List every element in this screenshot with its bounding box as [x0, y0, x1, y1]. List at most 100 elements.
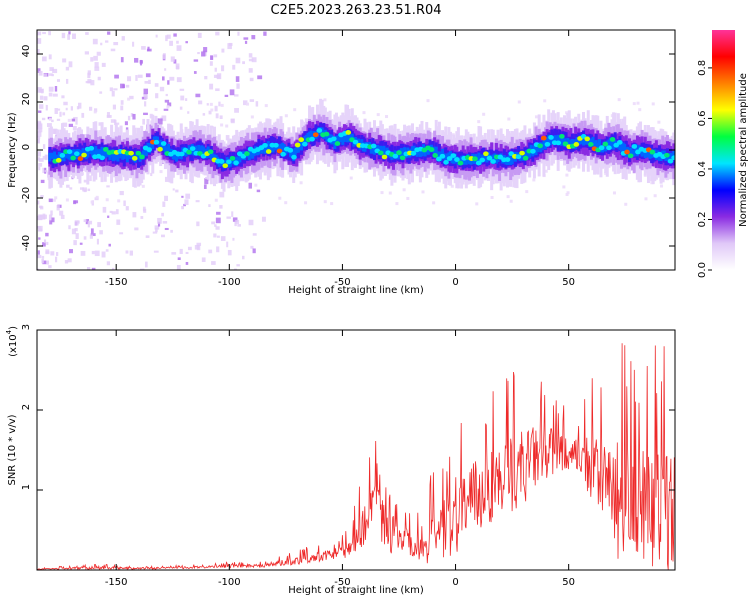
noise-cell	[215, 113, 219, 119]
noise-cell	[72, 125, 77, 131]
noise-cell	[42, 31, 46, 35]
noise-cell	[644, 197, 648, 201]
noise-cell	[132, 212, 137, 218]
noise-cell	[232, 237, 235, 241]
noise-cell	[293, 108, 297, 112]
noise-cell	[54, 86, 58, 92]
ridge-blob	[671, 155, 675, 161]
noise-cell	[132, 113, 136, 120]
noise-cell	[125, 206, 129, 211]
band-cell	[553, 135, 557, 141]
noise-cell	[48, 54, 52, 60]
noise-cell	[85, 219, 90, 225]
band-cell	[658, 153, 662, 161]
ridge-blob	[345, 130, 352, 135]
noise-cell	[83, 179, 89, 183]
noise-cell	[231, 211, 234, 217]
noise-cell	[242, 61, 246, 65]
noise-cell	[116, 219, 121, 225]
band-cell	[551, 137, 555, 144]
ridge-blob	[265, 149, 272, 154]
band-cell	[566, 137, 570, 146]
noise-cell	[155, 34, 158, 38]
ridge-blob	[218, 159, 225, 164]
noise-cell	[56, 79, 61, 82]
band-cell	[434, 146, 438, 156]
ridge-blob	[562, 141, 569, 147]
ridge-blob	[139, 154, 145, 160]
ridge-blob	[432, 153, 438, 158]
noise-cell	[204, 75, 208, 80]
noise-cell	[176, 264, 181, 270]
noise-cell	[624, 202, 628, 206]
ridge-blob	[316, 128, 323, 133]
ridge-blob	[55, 157, 62, 163]
ridge-blob	[588, 141, 594, 147]
band-cell	[629, 147, 633, 158]
noise-cell	[65, 198, 69, 202]
ridge-blob	[555, 140, 562, 146]
ridge-blob	[312, 132, 319, 138]
noise-cell	[216, 246, 220, 253]
ridge-blob	[522, 155, 529, 161]
noise-cell	[482, 112, 486, 116]
band-cell	[289, 149, 293, 157]
ridge-blob	[66, 149, 73, 155]
ridge-blob	[584, 136, 591, 142]
snr-ytick-label: 1	[21, 484, 32, 490]
noise-cell	[208, 204, 211, 208]
ridge-blob	[197, 151, 203, 156]
snr-line	[36, 343, 675, 571]
band-cell	[247, 151, 251, 161]
noise-cell	[44, 170, 48, 173]
noise-cell	[48, 265, 52, 269]
ridge-blob	[233, 160, 239, 166]
noise-cell	[132, 41, 135, 47]
noise-cell	[617, 98, 621, 102]
noise-cell	[115, 209, 119, 215]
band-cell	[276, 143, 280, 153]
noise-cell	[93, 110, 97, 114]
snr-ytick-label: 3	[21, 324, 32, 330]
noise-cell	[243, 37, 249, 40]
noise-cell	[112, 104, 117, 110]
noise-cell	[37, 225, 41, 229]
ridge-blob	[287, 147, 294, 153]
band-cell	[371, 144, 375, 154]
noise-cell	[185, 251, 189, 254]
noise-cell	[142, 118, 146, 125]
band-cell	[396, 150, 400, 160]
band-cell	[582, 136, 586, 146]
band-cell	[384, 150, 388, 159]
ridge-blob	[609, 137, 616, 142]
ridge-blob	[627, 153, 634, 159]
noise-cell	[46, 123, 52, 127]
noise-cell	[62, 58, 67, 63]
noise-cell	[215, 88, 220, 92]
noise-cell	[84, 51, 89, 55]
band-cell	[136, 153, 140, 160]
noise-cell	[72, 33, 76, 39]
noise-cell	[234, 222, 237, 227]
noise-cell	[249, 99, 255, 102]
band-cell	[62, 154, 66, 162]
snr-xtick-label: 50	[562, 577, 575, 588]
noise-cell	[171, 252, 177, 255]
band-cell	[521, 151, 525, 161]
noise-cell	[209, 102, 213, 106]
noise-cell	[37, 68, 41, 73]
ridge-blob	[428, 147, 435, 152]
noise-cell	[113, 88, 118, 91]
noise-cell	[48, 73, 53, 76]
noise-cell	[421, 190, 425, 194]
ridge-blob	[450, 153, 457, 158]
noise-cell	[213, 233, 217, 238]
noise-cell	[135, 75, 138, 81]
noise-cell	[37, 200, 40, 205]
noise-cell	[255, 101, 259, 107]
noise-cell	[79, 242, 83, 245]
noise-cell	[507, 117, 511, 121]
noise-cell	[143, 112, 148, 116]
noise-cell	[48, 214, 53, 221]
band-cell	[284, 147, 288, 156]
